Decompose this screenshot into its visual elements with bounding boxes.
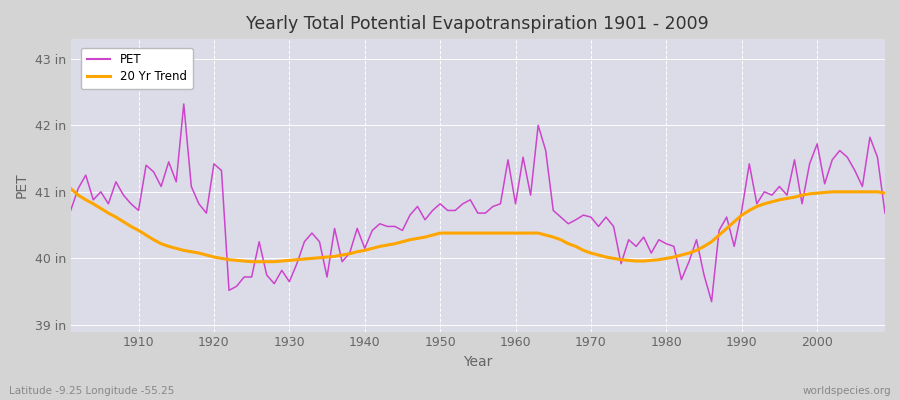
X-axis label: Year: Year	[464, 355, 492, 369]
Y-axis label: PET: PET	[15, 172, 29, 198]
Text: worldspecies.org: worldspecies.org	[803, 386, 891, 396]
Legend: PET, 20 Yr Trend: PET, 20 Yr Trend	[81, 48, 193, 89]
Title: Yearly Total Potential Evapotranspiration 1901 - 2009: Yearly Total Potential Evapotranspiratio…	[247, 15, 709, 33]
Text: Latitude -9.25 Longitude -55.25: Latitude -9.25 Longitude -55.25	[9, 386, 175, 396]
